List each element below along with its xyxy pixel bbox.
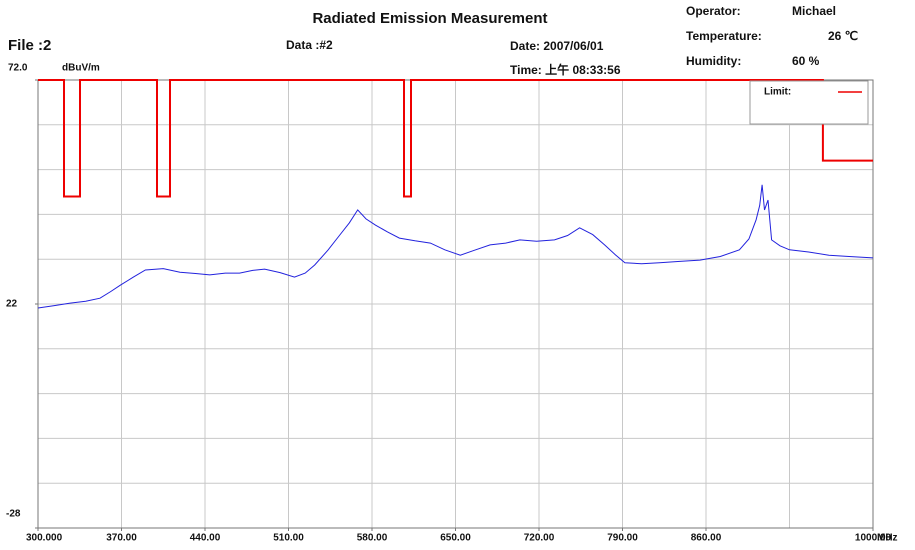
legend-label: Limit:	[764, 87, 791, 98]
x-tick-label: 720.00	[524, 533, 555, 544]
x-tick-label: 370.00	[106, 533, 137, 544]
x-tick-label: 650.00	[440, 533, 471, 544]
x-tick-label: 860.00	[691, 533, 722, 544]
x-tick-label: 300.000	[26, 533, 63, 544]
date: Date: 2007/06/01	[510, 39, 604, 53]
y-unit: dBuV/m	[62, 63, 100, 74]
y-tick-label: 72.0	[8, 63, 28, 74]
operator: Michael	[792, 4, 836, 18]
operator-label: Operator:	[686, 4, 741, 18]
x-tick-label: 510.00	[273, 533, 304, 544]
x-unit: MHz	[877, 533, 898, 544]
temperature-label: Temperature:	[686, 29, 762, 43]
limit-line	[38, 79, 873, 198]
humidity: 60 %	[792, 54, 820, 68]
x-tick-label: 580.00	[357, 533, 388, 544]
chart-title: Radiated Emission Measurement	[312, 10, 547, 27]
x-tick-label: 1000.00	[855, 533, 892, 544]
temperature: 26 ℃	[828, 29, 858, 43]
y-tick-label: -28	[6, 509, 21, 520]
x-tick-label: 440.00	[190, 533, 221, 544]
legend-box	[749, 80, 869, 125]
y-tick-label: 22	[6, 299, 18, 310]
time: Time: 上午 08:33:56	[510, 62, 621, 77]
trace-line	[37, 184, 874, 309]
data-label: Data :#2	[286, 38, 333, 52]
x-tick-label: 790.00	[607, 533, 638, 544]
file: File :2	[8, 37, 51, 54]
humidity-label: Humidity:	[686, 54, 741, 68]
